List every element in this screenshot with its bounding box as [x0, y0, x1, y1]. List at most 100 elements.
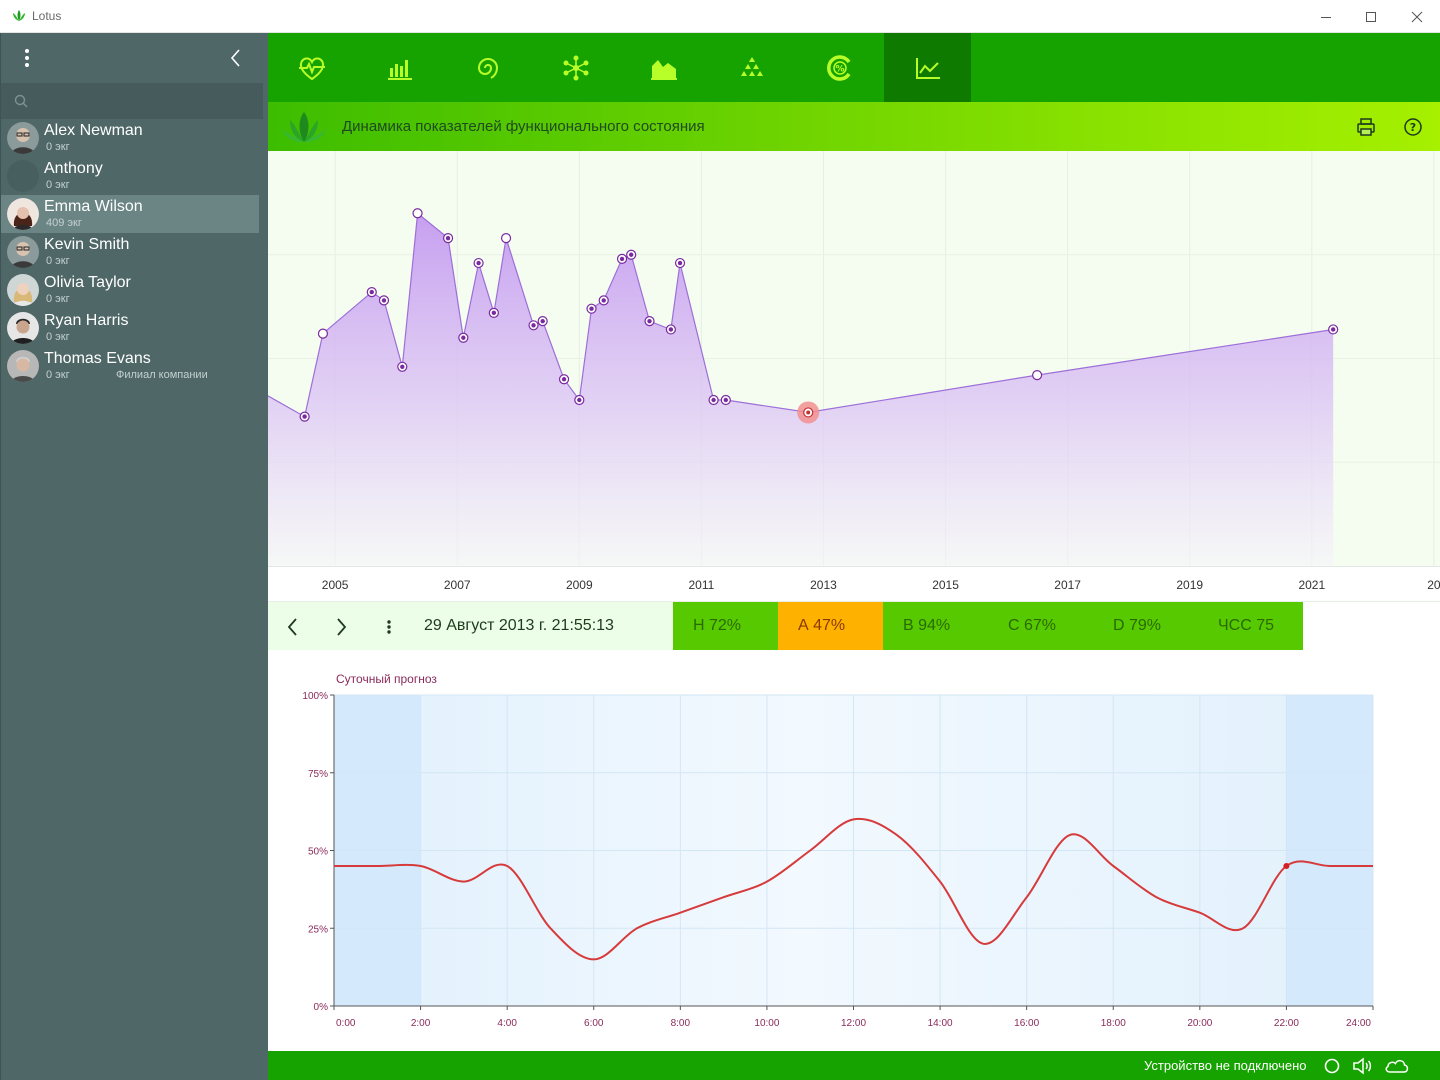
maximize-icon	[1366, 11, 1376, 22]
user-list-item[interactable]: Anthony 0 экг	[1, 157, 259, 195]
x-tick-label: 2019	[1176, 578, 1203, 592]
connection-status-button[interactable]	[1321, 1055, 1343, 1077]
user-record-count: 0 экг	[46, 141, 70, 153]
metric-badge[interactable]: В 94%	[883, 602, 988, 651]
page-title: Динамика показателей функционального сос…	[342, 118, 705, 135]
data-point-center	[381, 298, 387, 303]
record-date: 29 Август 2013 г. 21:55:13	[424, 617, 614, 634]
x-tick-label: 2015	[932, 578, 959, 592]
avatar	[7, 350, 39, 382]
user-list-item[interactable]: Alex Newman 0 экг	[1, 119, 259, 157]
forecast-line	[333, 817, 1373, 961]
tool-percent-ring-button[interactable]: %	[796, 33, 883, 102]
metric-badge[interactable]: Н 72%	[673, 602, 778, 651]
data-point	[1032, 370, 1043, 381]
user-record-count: 409 экг	[46, 217, 82, 229]
user-list-item[interactable]: Ryan Harris 0 экг	[1, 309, 259, 347]
x-tick-label: 22:00	[1274, 1018, 1299, 1029]
user-branch-label: Филиал компании	[116, 369, 208, 381]
result-bar: 29 Август 2013 г. 21:55:13 Н 72% А 47% В 9…	[268, 601, 1440, 651]
dot	[25, 49, 29, 53]
avatar	[7, 236, 39, 268]
data-point-center	[531, 323, 536, 328]
x-tick-label: 0:00	[336, 1018, 356, 1029]
lotus-logo-icon	[13, 10, 25, 21]
metric-badge[interactable]: D 79%	[1093, 602, 1198, 651]
data-point-center	[302, 414, 307, 419]
user-name: Alex Newman	[44, 122, 143, 139]
data-point-center	[647, 318, 652, 324]
daily-forecast-chart: Суточный прогноз 100% 75% 50% 25% 0% 0:00 2:00…	[268, 650, 1440, 1050]
sidebar-header	[1, 33, 263, 83]
next-record-button[interactable]	[328, 614, 354, 640]
close-icon	[1411, 11, 1423, 22]
avatar	[7, 122, 39, 154]
metric-badge[interactable]: А 47%	[778, 602, 883, 651]
user-record-count: 0 экг	[46, 331, 70, 343]
minimize-button[interactable]	[1303, 0, 1349, 33]
cloud-sync-button[interactable]	[1383, 1055, 1411, 1077]
x-tick-label: 16:00	[1014, 1018, 1039, 1029]
daily-forecast-svg: Суточный прогноз 100% 75% 50% 25% 0% 0:00 2:00…	[302, 672, 1374, 1029]
user-record-count: 0 экг	[46, 255, 70, 267]
user-list-item[interactable]: Olivia Taylor 0 экг	[1, 271, 259, 309]
print-button[interactable]	[1353, 114, 1379, 140]
x-tick-label: 2009	[566, 578, 593, 592]
search-icon	[14, 94, 28, 108]
user-record-count: 0 экг	[46, 293, 70, 305]
user-list-item[interactable]: Thomas Evans 0 экг Филиал компании	[1, 347, 259, 385]
y-tick-label: 100%	[302, 691, 328, 702]
tool-bar-chart-button[interactable]	[356, 33, 443, 102]
dynamics-chart: 2005 2007 2009 2011 2013 2015 2017 2019 2021 20	[268, 151, 1440, 601]
sidebar: Alex Newman 0 экг Anthony 0 экг Emma Wilson 4…	[0, 33, 268, 1080]
more-menu-button[interactable]	[19, 47, 35, 69]
previous-record-button[interactable]	[280, 614, 306, 640]
data-point	[500, 233, 512, 244]
current-time-marker	[1283, 863, 1290, 870]
data-point-center	[561, 377, 567, 382]
device-status-text: Устройство не подключено	[1144, 1058, 1307, 1073]
data-point-center	[491, 310, 497, 316]
user-record-count: 0 экг	[46, 369, 70, 381]
help-button[interactable]: ?	[1400, 114, 1426, 140]
tool-network-button[interactable]	[532, 33, 619, 102]
lotus-icon	[282, 112, 326, 142]
date-navigator: 29 Август 2013 г. 21:55:13	[268, 602, 673, 651]
tool-heart-pulse-button[interactable]	[268, 33, 355, 102]
x-tick-label: 2017	[1054, 578, 1081, 592]
network-icon	[563, 55, 588, 80]
x-tick-label: 20	[1427, 578, 1440, 592]
data-point-center	[601, 298, 606, 303]
tool-spiral-button[interactable]	[444, 33, 531, 102]
line-trend-icon	[915, 57, 940, 79]
app-title: Lotus	[32, 9, 62, 23]
area-chart-icon	[650, 59, 677, 80]
data-point-center	[668, 327, 674, 332]
avatar	[7, 160, 39, 192]
record-menu-button[interactable]	[376, 614, 402, 640]
minimize-icon	[1321, 16, 1331, 18]
tool-area-chart-button[interactable]	[620, 33, 707, 102]
user-list: Alex Newman 0 экг Anthony 0 экг Emma Wilson 4…	[1, 119, 263, 385]
percent-ring-icon: %	[826, 54, 850, 81]
user-list-item[interactable]: Emma Wilson 409 экг	[1, 195, 259, 233]
tool-line-trend-button[interactable]	[884, 33, 971, 102]
user-name: Kevin Smith	[44, 236, 130, 253]
search-input[interactable]	[35, 89, 251, 113]
more-vertical-icon	[387, 620, 391, 634]
x-tick-label: 18:00	[1101, 1018, 1126, 1029]
chevron-left-icon	[287, 618, 297, 636]
data-point-center	[1330, 327, 1336, 332]
circle-icon	[1324, 1058, 1340, 1074]
user-list-item[interactable]: Kevin Smith 0 экг	[1, 233, 259, 271]
metric-badge[interactable]: С 67%	[988, 602, 1093, 651]
tool-pyramid-button[interactable]	[708, 33, 795, 102]
collapse-sidebar-button[interactable]	[223, 45, 249, 71]
close-button[interactable]	[1394, 0, 1440, 33]
sound-button[interactable]	[1351, 1055, 1373, 1077]
maximize-button[interactable]	[1348, 0, 1394, 33]
x-tick-label: 2005	[322, 578, 349, 592]
heart-pulse-icon	[298, 57, 325, 80]
metric-badge[interactable]: ЧСС 75	[1198, 602, 1303, 651]
y-tick-label: 75%	[308, 769, 328, 780]
